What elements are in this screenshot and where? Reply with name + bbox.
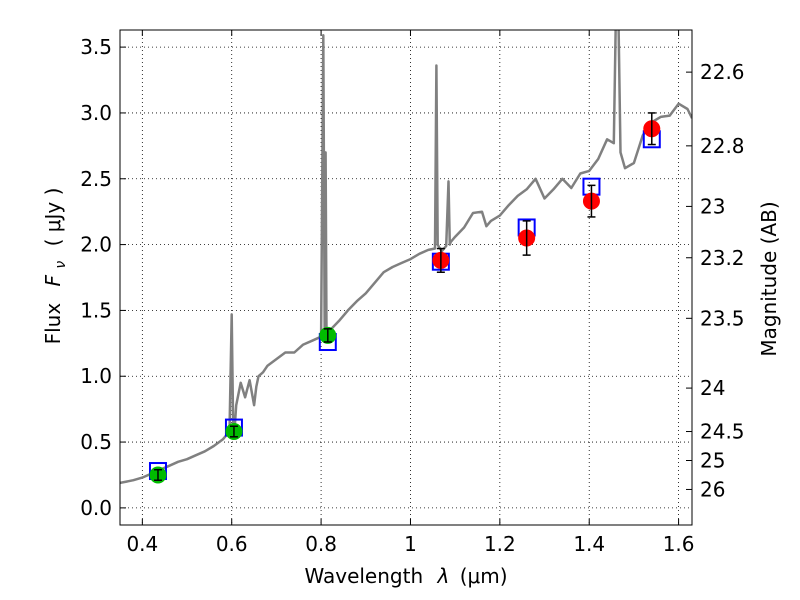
y2-tick-label: 25 [700, 448, 725, 472]
x-axis-label-unit: (μm) [460, 564, 508, 588]
axis-ticks [120, 30, 692, 525]
spectrum-line [120, 30, 692, 485]
y2-tick-label: 24 [700, 376, 725, 400]
x-tick-label: 0.6 [216, 532, 248, 556]
y2-tick-labels: 22.6 22.8 23 23.2 23.5 24 24.5 25 26 [700, 60, 745, 501]
y-tick-labels: 0.0 0.5 1.0 1.5 2.0 2.5 3.0 3.5 [80, 35, 112, 520]
y-axis-label-subscript: ν [53, 261, 69, 269]
y-axis-label: Flux F ν ( μJy ) [41, 188, 70, 345]
y2-tick-label: 23.5 [700, 306, 745, 330]
y-axis-label-unit: ( μJy ) [41, 188, 65, 247]
y-tick-label: 0.0 [80, 496, 112, 520]
y-tick-label: 3.0 [80, 101, 112, 125]
y2-tick-label: 23.2 [700, 246, 745, 270]
observed-points [149, 112, 661, 484]
plot-frame [119, 29, 693, 526]
y-axis-label-text: Flux [41, 303, 65, 345]
y2-tick-label: 22.6 [700, 60, 745, 84]
y-tick-label: 1.5 [80, 298, 112, 322]
model-spectrum [120, 30, 692, 485]
y2-tick-label: 24.5 [700, 420, 745, 444]
y-tick-label: 2.0 [80, 233, 112, 257]
model-points [148, 130, 661, 481]
x-tick-label: 1 [404, 532, 417, 556]
x-axis-label-symbol: λ [437, 564, 450, 588]
x-tick-label: 1.4 [573, 532, 605, 556]
y-tick-label: 2.5 [80, 167, 112, 191]
x-axis-label: Wavelength λ (μm) [304, 564, 507, 588]
x-tick-label: 1.6 [663, 532, 695, 556]
y-tick-label: 1.0 [80, 364, 112, 388]
x-tick-label: 1.2 [484, 532, 516, 556]
y2-tick-label: 22.8 [700, 134, 745, 158]
y2-tick-label: 26 [700, 477, 725, 501]
x-tick-labels: 0.4 0.6 0.8 1 1.2 1.4 1.6 [126, 532, 694, 556]
x-tick-label: 0.4 [126, 532, 158, 556]
y-axis-label-symbol: F [41, 274, 65, 286]
x-axis-label-text: Wavelength [304, 564, 423, 588]
y-tick-label: 0.5 [80, 430, 112, 454]
y-tick-label: 3.5 [80, 35, 112, 59]
x-tick-label: 0.8 [305, 532, 337, 556]
y2-axis-label: Magnitude (AB) [757, 201, 781, 356]
y2-tick-label: 23 [700, 194, 725, 218]
